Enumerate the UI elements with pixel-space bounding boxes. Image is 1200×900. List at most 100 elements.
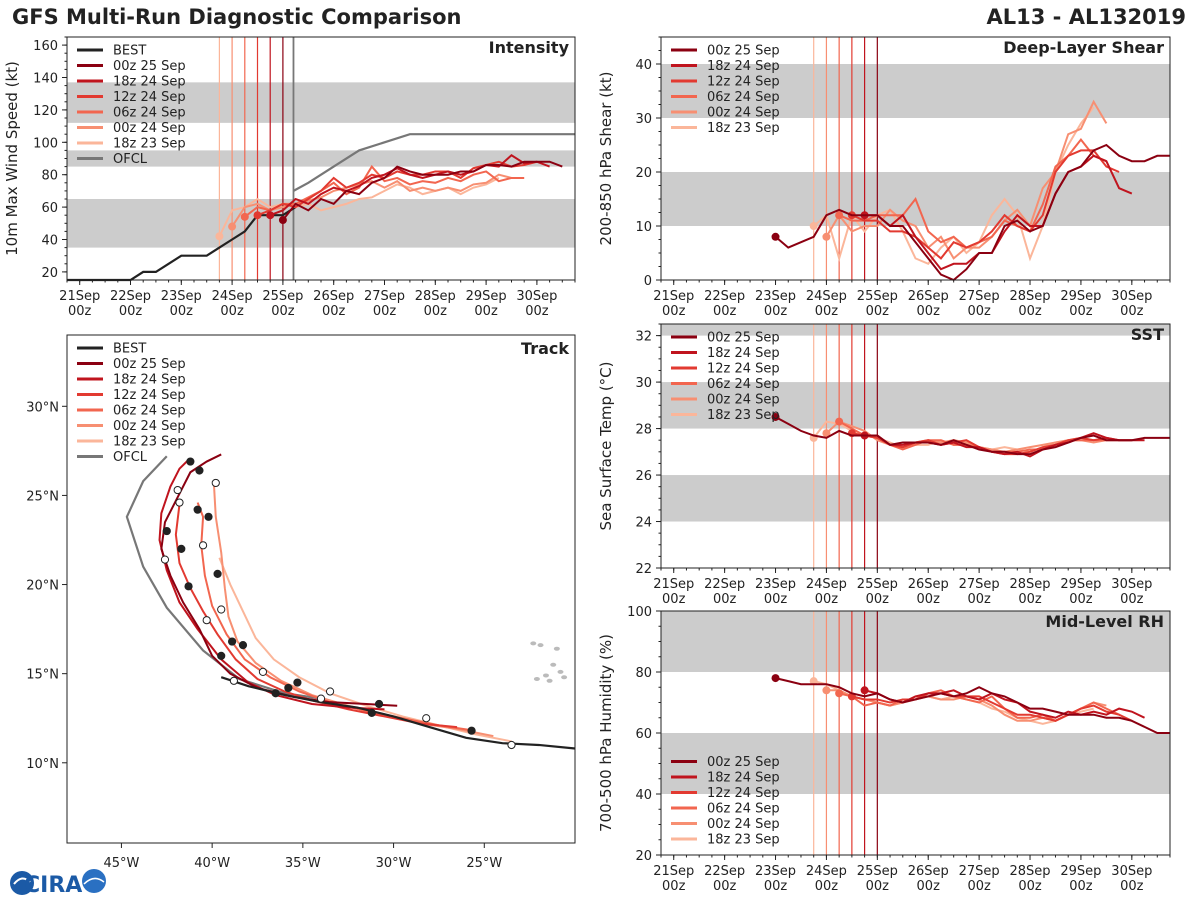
- open-position-marker: [198, 541, 208, 550]
- filled-position-marker: [204, 512, 213, 521]
- legend-run: 18z 23 Sep: [707, 121, 780, 136]
- shaded-band: [661, 64, 1170, 118]
- x-tick-day: 30Sep: [1111, 289, 1152, 304]
- x-tick-hour: 00z: [170, 304, 194, 319]
- island: [550, 662, 557, 667]
- run-series-line: [269, 154, 550, 217]
- x-tick-hour: 00z: [1120, 879, 1144, 894]
- x-tick-day: 26Sep: [908, 577, 949, 592]
- x-tick-day: 21Sep: [653, 577, 694, 592]
- legend-run: 18z 24 Sep: [707, 59, 780, 74]
- x-tick-day: 24Sep: [212, 289, 253, 304]
- run-init-marker: [835, 417, 844, 426]
- run-series-line: [775, 677, 1170, 734]
- lon-tick-label: 35°W: [285, 856, 321, 871]
- run-init-marker: [822, 429, 831, 438]
- run-track-line: [212, 484, 494, 738]
- lat-tick-label: 30°N: [26, 400, 59, 415]
- run-series-line: [775, 416, 1170, 456]
- run-track-line: [160, 453, 398, 707]
- x-tick-day: 29Sep: [1060, 289, 1101, 304]
- y-tick-label: 160: [33, 39, 58, 54]
- legend-run: 00z 24 Sep: [113, 419, 186, 434]
- x-tick-hour: 00z: [525, 304, 549, 319]
- y-tick-label: 40: [41, 234, 58, 249]
- x-tick-hour: 00z: [917, 304, 941, 319]
- lat-tick-label: 10°N: [26, 757, 59, 772]
- open-position-marker: [325, 687, 335, 696]
- x-tick-hour: 00z: [1120, 592, 1144, 607]
- run-init-marker: [835, 689, 844, 698]
- shaded-band: [661, 733, 1170, 794]
- x-tick-hour: 00z: [1018, 879, 1042, 894]
- legend-best: BEST: [113, 342, 146, 357]
- x-tick-day: 30Sep: [1111, 864, 1152, 879]
- x-tick-hour: 00z: [1069, 304, 1093, 319]
- x-tick-hour: 00z: [815, 879, 839, 894]
- x-tick-day: 27Sep: [959, 577, 1000, 592]
- x-tick-hour: 00z: [1018, 304, 1042, 319]
- x-tick-day: 22Sep: [110, 289, 151, 304]
- lat-tick-label: 15°N: [26, 668, 59, 683]
- y-tick-label: 100: [627, 605, 652, 620]
- x-tick-hour: 00z: [917, 592, 941, 607]
- x-tick-hour: 00z: [967, 304, 991, 319]
- legend-run: 00z 25 Sep: [707, 44, 780, 59]
- run-init-marker: [278, 216, 287, 225]
- lon-tick-label: 40°W: [194, 856, 230, 871]
- x-tick-day: 22Sep: [704, 864, 745, 879]
- legend-ofcl: OFCL: [113, 450, 148, 465]
- x-tick-day: 23Sep: [161, 289, 202, 304]
- y-tick-label: 60: [41, 201, 58, 216]
- y-tick-label: 20: [635, 849, 652, 864]
- panel-title: Mid-Level RH: [1045, 612, 1164, 631]
- x-tick-day: 27Sep: [959, 864, 1000, 879]
- x-tick-day: 28Sep: [1010, 289, 1051, 304]
- legend-run: 12z 24 Sep: [707, 75, 780, 90]
- lat-tick-label: 20°N: [26, 579, 59, 594]
- y-tick-label: 60: [635, 727, 652, 742]
- filled-position-marker: [213, 569, 222, 578]
- y-tick-label: 100: [33, 136, 58, 151]
- filled-position-marker: [374, 699, 384, 709]
- x-tick-hour: 00z: [424, 304, 448, 319]
- lon-tick-label: 30°W: [376, 856, 412, 871]
- legend-run: 06z 24 Sep: [113, 106, 186, 121]
- run-series-line: [774, 143, 1170, 282]
- legend-run: 18z 23 Sep: [707, 408, 780, 423]
- x-tick-hour: 00z: [662, 592, 686, 607]
- filled-position-marker: [186, 457, 195, 466]
- x-tick-hour: 00z: [815, 304, 839, 319]
- x-tick-day: 29Sep: [1060, 864, 1101, 879]
- open-position-marker: [175, 498, 184, 507]
- run-init-marker: [215, 232, 224, 241]
- x-tick-hour: 00z: [967, 592, 991, 607]
- x-tick-hour: 00z: [220, 304, 244, 319]
- x-tick-hour: 00z: [815, 592, 839, 607]
- panel-title: SST: [1131, 325, 1164, 344]
- x-tick-hour: 00z: [1069, 592, 1093, 607]
- legend-run: 12z 24 Sep: [113, 388, 186, 403]
- island: [533, 677, 540, 682]
- run-series-line: [864, 432, 1145, 458]
- open-position-marker: [211, 478, 220, 488]
- x-tick-day: 22Sep: [704, 289, 745, 304]
- legend-run: 06z 24 Sep: [113, 404, 186, 419]
- run-init-marker: [771, 412, 780, 421]
- legend-ofcl: OFCL: [113, 152, 148, 167]
- legend-run: 18z 24 Sep: [707, 771, 780, 786]
- x-tick-day: 24Sep: [806, 864, 847, 879]
- rh-panel: 2040608010021Sep00z22Sep00z23Sep00z24Sep…: [597, 605, 1171, 894]
- run-series-line: [864, 689, 1145, 719]
- filled-position-marker: [184, 582, 193, 591]
- x-tick-day: 25Sep: [857, 289, 898, 304]
- open-position-marker: [173, 485, 182, 495]
- run-series-line: [864, 154, 1133, 271]
- x-tick-hour: 00z: [1018, 592, 1042, 607]
- x-tick-day: 21Sep: [653, 289, 694, 304]
- y-tick-label: 120: [33, 104, 58, 119]
- island: [561, 675, 568, 680]
- run-init-marker: [835, 211, 844, 220]
- x-tick-hour: 00z: [373, 304, 397, 319]
- run-init-marker: [771, 674, 780, 683]
